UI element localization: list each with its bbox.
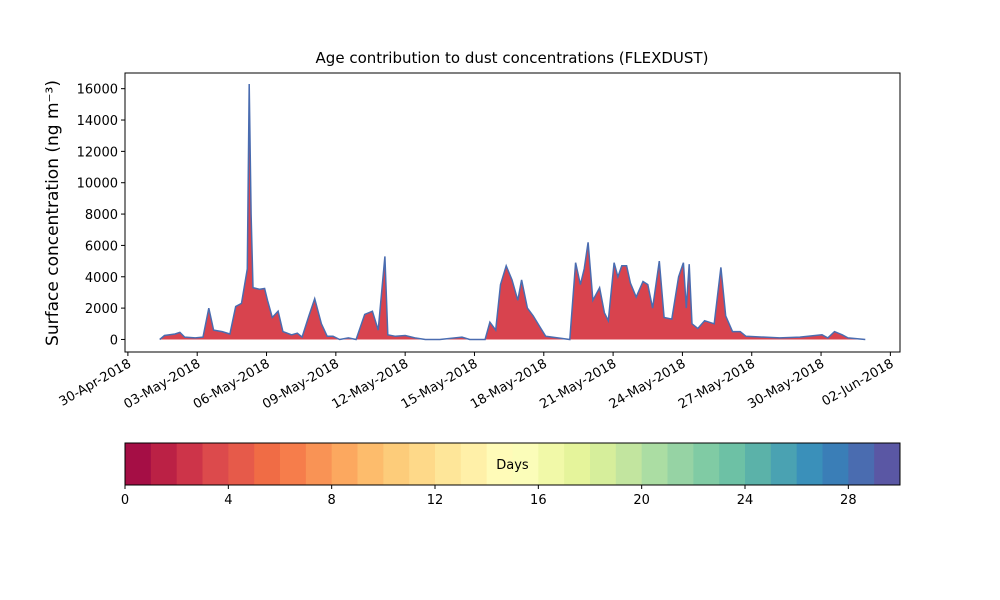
y-tick-label: 6000	[85, 239, 118, 254]
colorbar-swatch	[719, 443, 746, 485]
colorbar-swatch	[254, 443, 281, 485]
colorbar-swatch	[280, 443, 307, 485]
colorbar-swatch	[796, 443, 823, 485]
colorbar-swatch	[512, 443, 539, 485]
colorbar-swatch	[460, 443, 488, 485]
y-axis-label: Surface concentration (ng m⁻³)	[43, 80, 63, 346]
y-tick-label: 2000	[85, 302, 118, 317]
y-tick-label: 4000	[85, 271, 118, 286]
colorbar-swatch	[435, 443, 462, 485]
colorbar-tick-label: 16	[530, 493, 547, 508]
colorbar-label: Days	[496, 458, 529, 473]
y-tick-label: 10000	[77, 177, 118, 192]
colorbar-swatch	[150, 443, 178, 485]
colorbar-swatch	[822, 443, 849, 485]
colorbar-swatch	[745, 443, 772, 485]
x-tick-label: 27-May-2018	[676, 356, 758, 412]
colorbar-swatch	[615, 443, 643, 485]
colorbar-swatch	[202, 443, 229, 485]
colorbar-swatch	[770, 443, 798, 485]
colorbar-swatch	[409, 443, 436, 485]
chart-title: Age contribution to dust concentrations …	[316, 49, 709, 67]
colorbar-swatch	[590, 443, 617, 485]
colorbar-swatch	[176, 443, 203, 485]
x-tick-label: 24-May-2018	[607, 356, 689, 412]
x-tick-label: 15-May-2018	[399, 356, 481, 412]
x-tick-label: 12-May-2018	[329, 356, 411, 412]
x-tick-label: 02-Jun-2018	[820, 356, 897, 409]
colorbar-swatch	[693, 443, 720, 485]
y-tick-label: 14000	[77, 114, 118, 129]
colorbar-tick-label: 0	[121, 493, 129, 508]
x-tick-label: 06-May-2018	[191, 356, 273, 412]
colorbar-swatch	[383, 443, 410, 485]
line	[159, 83, 866, 341]
colorbar-tick-label: 4	[224, 493, 232, 508]
x-tick-label: 21-May-2018	[537, 356, 619, 412]
x-tick-label: 09-May-2018	[260, 356, 342, 412]
colorbar-swatch	[538, 443, 565, 485]
y-tick-label: 8000	[85, 208, 118, 223]
colorbar-swatch	[641, 443, 668, 485]
colorbar-tick-label: 20	[633, 493, 650, 508]
y-tick-label: 16000	[77, 83, 118, 98]
x-tick-label: 30-May-2018	[745, 356, 827, 412]
colorbar-tick-label: 8	[328, 493, 336, 508]
area	[159, 84, 866, 340]
y-tick-label: 0	[110, 333, 118, 348]
colorbar-swatch	[305, 443, 333, 485]
y-tick-label: 12000	[77, 145, 118, 160]
colorbar-swatch	[564, 443, 591, 485]
x-tick-label: 03-May-2018	[122, 356, 204, 412]
colorbar-swatch	[667, 443, 694, 485]
x-tick-label: 18-May-2018	[468, 356, 550, 412]
colorbar-swatch	[125, 443, 152, 485]
colorbar-tick-label: 12	[427, 493, 444, 508]
colorbar-tick-label: 28	[840, 493, 857, 508]
plot-frame	[124, 72, 901, 353]
colorbar-swatch	[874, 443, 901, 485]
colorbar-tick-label: 24	[737, 493, 754, 508]
colorbar-frame	[124, 442, 901, 486]
colorbar-swatch	[486, 443, 513, 485]
colorbar-swatch	[848, 443, 875, 485]
colorbar-swatch	[228, 443, 255, 485]
colorbar-swatch	[357, 443, 384, 485]
colorbar-swatch	[331, 443, 358, 485]
